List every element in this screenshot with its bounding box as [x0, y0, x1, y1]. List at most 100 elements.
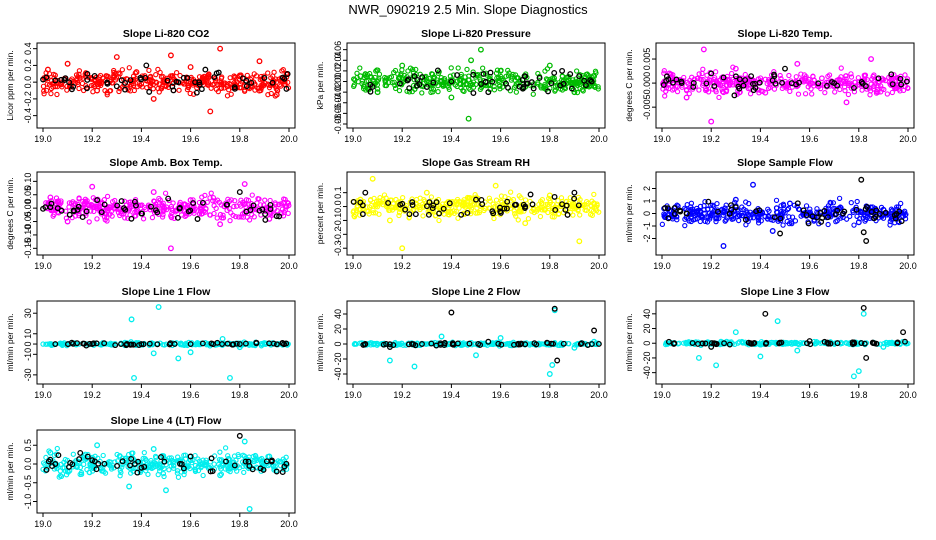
- data-point: [448, 65, 454, 71]
- data-point: [786, 214, 792, 220]
- plot-frame: [346, 300, 606, 385]
- data-point: [757, 353, 764, 360]
- data-point: [492, 203, 498, 209]
- data-point: [879, 86, 885, 92]
- data-point: [161, 342, 168, 348]
- data-point: [242, 341, 248, 348]
- data-point: [52, 77, 59, 84]
- data-point: [440, 205, 447, 212]
- data-point: [389, 207, 396, 213]
- data-point: [207, 195, 213, 201]
- data-point: [489, 341, 496, 348]
- plot-frame: [36, 42, 296, 129]
- y-tick-label: 0: [642, 211, 652, 216]
- data-point: [218, 75, 225, 81]
- data-point: [372, 202, 378, 208]
- data-point: [85, 202, 91, 208]
- data-point: [426, 199, 433, 206]
- data-point: [190, 197, 196, 203]
- data-point: [84, 70, 91, 77]
- data-point: [351, 76, 357, 82]
- data-point: [465, 115, 472, 122]
- data-point: [785, 205, 792, 212]
- data-point: [891, 212, 898, 219]
- x-tick-label: 19.4: [443, 390, 461, 400]
- data-point: [688, 204, 694, 210]
- data-point: [438, 333, 445, 340]
- x-tick-label: 19.6: [182, 519, 200, 529]
- data-point: [552, 87, 559, 93]
- data-point: [787, 88, 793, 95]
- data-point: [184, 74, 191, 81]
- data-point: [266, 85, 273, 91]
- data-point: [154, 341, 161, 348]
- data-point: [48, 200, 55, 207]
- data-point: [758, 218, 764, 224]
- data-point: [93, 340, 100, 347]
- data-point: [278, 83, 284, 89]
- data-point: [851, 84, 857, 91]
- data-point: [487, 198, 493, 204]
- data-point: [244, 72, 250, 79]
- y-tick-label: 30: [23, 308, 33, 318]
- data-point: [82, 202, 88, 208]
- data-point: [740, 213, 746, 219]
- data-point: [712, 340, 718, 347]
- data-point: [192, 206, 198, 212]
- data-point: [241, 181, 248, 187]
- data-point: [546, 62, 553, 69]
- x-tick-label: 20.0: [280, 134, 298, 144]
- data-point: [497, 204, 503, 211]
- data-point: [48, 90, 54, 97]
- data-point: [719, 88, 726, 95]
- data-point: [530, 207, 537, 213]
- data-point: [522, 205, 528, 211]
- data-point: [512, 72, 519, 78]
- data-point: [233, 340, 240, 347]
- data-point: [133, 202, 139, 209]
- x-tick-label: 19.6: [801, 134, 819, 144]
- data-point: [434, 79, 440, 85]
- data-point: [590, 208, 597, 214]
- data-point: [54, 445, 60, 452]
- data-point: [255, 195, 261, 202]
- data-point: [834, 207, 841, 214]
- data-point: [101, 468, 107, 475]
- data-point: [566, 341, 572, 347]
- plot-frame: [36, 429, 296, 514]
- data-point: [367, 197, 374, 203]
- data-point: [207, 108, 214, 115]
- data-point: [551, 69, 558, 76]
- data-point: [682, 205, 688, 211]
- data-point: [523, 80, 530, 87]
- data-point: [77, 450, 84, 456]
- data-point: [765, 213, 771, 219]
- data-point: [151, 459, 157, 465]
- y-tick-label: -1.0: [23, 494, 33, 510]
- data-point: [88, 82, 95, 89]
- x-tick-label: 20.0: [590, 390, 608, 400]
- data-point: [662, 93, 668, 99]
- data-point: [764, 80, 770, 87]
- data-point: [243, 83, 250, 90]
- data-point: [153, 80, 160, 86]
- data-point: [351, 214, 358, 220]
- data-point: [190, 200, 197, 207]
- data-point: [528, 79, 535, 86]
- chart-panel: Slope Li-820 CO2 19.0 19.2 19.4 19.6 19.8 20.0…: [5, 28, 298, 144]
- data-point: [732, 65, 739, 72]
- data-point: [399, 245, 406, 252]
- data-point: [571, 344, 578, 351]
- data-point: [803, 212, 810, 218]
- data-point: [595, 84, 601, 90]
- data-point: [863, 238, 870, 244]
- data-point: [516, 83, 523, 90]
- data-point: [555, 211, 562, 217]
- data-point: [353, 341, 359, 347]
- data-point: [40, 205, 46, 212]
- x-tick-label: 19.2: [702, 261, 720, 271]
- data-point: [752, 80, 759, 87]
- data-point: [175, 474, 182, 480]
- y-tick-label: -0.05: [23, 211, 33, 232]
- data-point: [385, 200, 392, 206]
